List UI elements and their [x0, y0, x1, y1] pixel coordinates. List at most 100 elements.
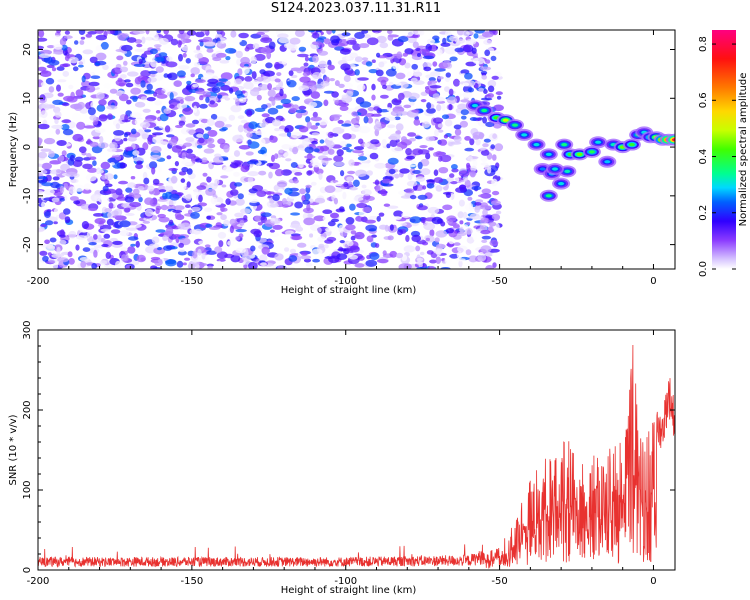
noise-blob — [406, 155, 415, 160]
noise-blob — [214, 178, 220, 185]
noise-blob — [465, 61, 477, 67]
noise-blob — [492, 30, 498, 36]
colorbar — [712, 30, 736, 269]
noise-blob — [103, 233, 111, 239]
noise-blob — [405, 164, 417, 168]
noise-blob — [163, 30, 169, 35]
noise-blob — [83, 157, 91, 161]
noise-blob — [458, 259, 463, 268]
noise-blob — [265, 62, 273, 69]
noise-blob — [135, 163, 144, 170]
noise-blob — [40, 110, 48, 119]
noise-blob — [93, 234, 98, 240]
noise-blob — [132, 157, 144, 162]
noise-blob — [361, 30, 369, 34]
noise-blob — [207, 172, 213, 177]
noise-blob — [207, 78, 219, 84]
noise-blob — [450, 181, 458, 185]
noise-blob — [81, 221, 89, 229]
noise-blob — [146, 83, 153, 91]
noise-blob — [102, 64, 109, 71]
noise-blob — [196, 133, 204, 138]
noise-blob — [112, 240, 123, 245]
noise-blob — [61, 44, 68, 51]
noise-blob — [366, 235, 374, 243]
noise-blob — [109, 162, 115, 166]
noise-blob — [271, 154, 275, 162]
noise-blob — [326, 141, 335, 148]
noise-blob — [431, 216, 443, 225]
noise-blob — [230, 104, 242, 113]
noise-blob — [340, 63, 351, 71]
noise-blob — [168, 219, 174, 225]
noise-blob — [288, 255, 298, 262]
noise-blob — [250, 228, 261, 235]
noise-blob — [38, 53, 51, 58]
noise-blob — [280, 98, 291, 104]
noise-blob — [277, 265, 284, 269]
noise-blob — [320, 81, 330, 87]
noise-blob — [66, 96, 78, 103]
noise-blob — [411, 234, 422, 242]
noise-blob — [367, 107, 375, 112]
noise-blob — [197, 248, 202, 256]
noise-blob — [339, 140, 347, 147]
noise-blob — [449, 56, 458, 62]
signal-core — [552, 167, 558, 171]
noise-blob — [252, 43, 260, 50]
noise-blob — [324, 185, 336, 193]
noise-blob — [38, 151, 48, 159]
noise-blob — [458, 170, 470, 177]
noise-blob — [70, 178, 79, 184]
noise-blob — [107, 211, 115, 219]
noise-blob — [65, 171, 78, 178]
noise-blob — [378, 109, 390, 113]
noise-blob — [302, 71, 310, 77]
noise-blob — [81, 188, 92, 194]
noise-blob — [401, 212, 412, 218]
noise-blob — [40, 82, 46, 87]
noise-blob — [272, 194, 280, 201]
noise-blob — [393, 210, 404, 218]
noise-blob — [111, 67, 123, 75]
noise-blob — [190, 67, 200, 75]
noise-blob — [453, 135, 462, 143]
noise-blob — [93, 249, 98, 258]
noise-blob — [197, 190, 206, 197]
noise-blob — [457, 245, 468, 253]
noise-blob — [128, 131, 141, 138]
noise-blob — [38, 176, 48, 180]
noise-blob — [312, 55, 319, 63]
noise-blob — [177, 39, 182, 48]
noise-blob — [350, 235, 356, 241]
noise-blob — [264, 191, 275, 195]
noise-blob — [361, 57, 369, 61]
noise-blob — [247, 160, 259, 165]
noise-blob — [327, 221, 336, 227]
noise-blob — [480, 156, 488, 163]
noise-blob — [228, 155, 235, 163]
noise-blob — [205, 223, 213, 228]
noise-blob — [411, 159, 416, 166]
noise-blob — [123, 132, 129, 138]
noise-blob — [311, 248, 323, 255]
noise-blob — [388, 168, 396, 175]
noise-blob — [491, 75, 499, 80]
y-tick-label: -10 — [22, 188, 33, 204]
noise-blob — [90, 101, 96, 109]
noise-blob — [490, 144, 496, 150]
noise-blob — [444, 46, 457, 55]
noise-blob — [254, 53, 266, 61]
noise-blob — [172, 234, 181, 238]
noise-blob — [170, 175, 178, 184]
noise-blob — [196, 185, 207, 191]
noise-blob — [324, 244, 329, 249]
noise-blob — [176, 260, 184, 268]
noise-blob — [53, 43, 63, 50]
signal-core — [561, 143, 568, 147]
noise-blob — [86, 231, 93, 237]
signal-core — [588, 150, 595, 154]
signal-core — [545, 194, 552, 198]
noise-blob — [383, 203, 391, 207]
